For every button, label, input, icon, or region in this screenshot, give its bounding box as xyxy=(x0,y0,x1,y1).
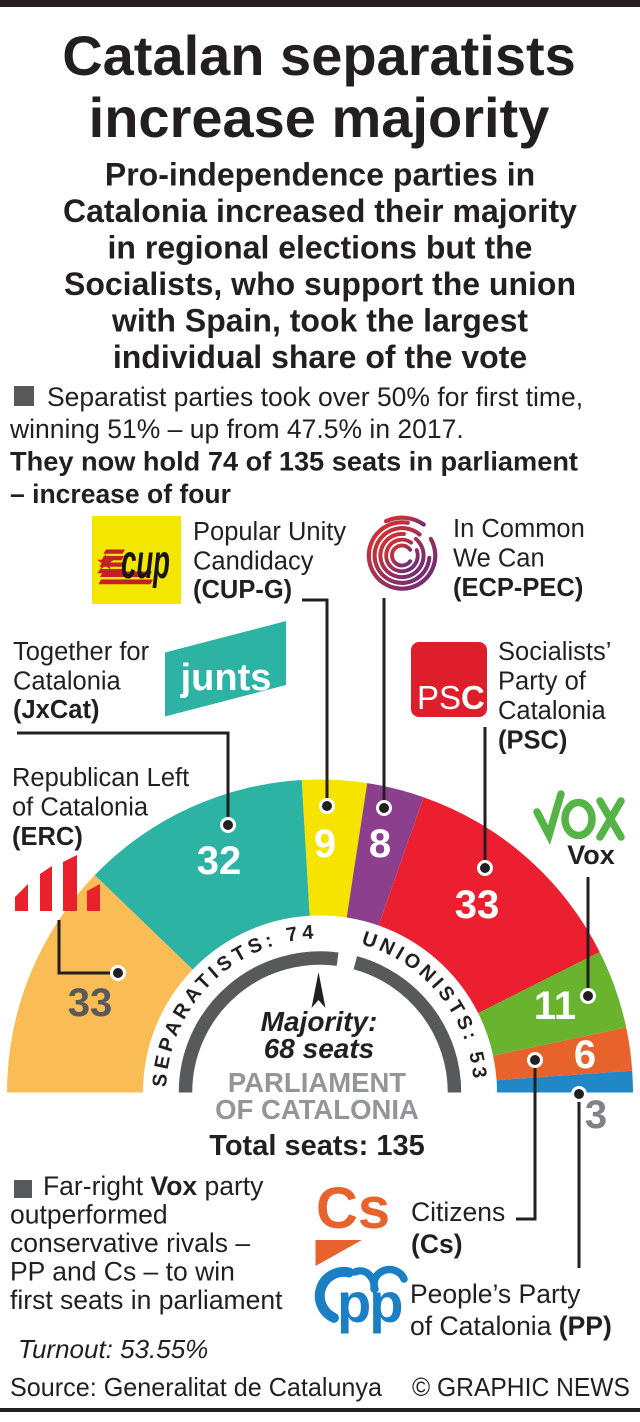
svg-text:of Catalonia (PP): of Catalonia (PP) xyxy=(410,1311,612,1341)
svg-text:of Catalonia: of Catalonia xyxy=(12,794,149,822)
svg-text:68 seats: 68 seats xyxy=(264,1033,375,1064)
svg-text:Separatist parties took over 5: Separatist parties took over 50% for fir… xyxy=(47,382,583,412)
svg-text:We Can: We Can xyxy=(453,545,545,573)
svg-text:OF CATALONIA: OF CATALONIA xyxy=(215,1094,419,1125)
svg-text:Catalonia increased their majo: Catalonia increased their majority xyxy=(63,193,577,229)
svg-text:People’s Party: People’s Party xyxy=(410,1279,581,1309)
svg-text:conservative rivals –: conservative rivals – xyxy=(10,1228,250,1258)
svg-text:Turnout: 53.55%: Turnout: 53.55% xyxy=(18,1334,208,1364)
svg-text:individual share of the vote: individual share of the vote xyxy=(113,339,527,375)
svg-text:Catalan separatists: Catalan separatists xyxy=(62,24,576,87)
svg-text:Majority:: Majority: xyxy=(261,1006,378,1037)
svg-text:Candidacy: Candidacy xyxy=(193,548,314,576)
svg-text:In Common: In Common xyxy=(453,515,585,543)
svg-text:33: 33 xyxy=(68,981,113,1025)
svg-text:increase majority: increase majority xyxy=(89,86,550,149)
svg-text:junts: junts xyxy=(180,657,272,699)
svg-text:PARLIAMENT: PARLIAMENT xyxy=(228,1067,406,1098)
svg-text:Socialists’: Socialists’ xyxy=(498,638,611,666)
svg-text:PP and Cs – to win: PP and Cs – to win xyxy=(10,1257,235,1287)
svg-text:Republican Left: Republican Left xyxy=(12,764,189,792)
svg-text:Pro-independence parties in: Pro-independence parties in xyxy=(105,157,535,193)
svg-text:Party of: Party of xyxy=(498,668,587,696)
svg-text:cup: cup xyxy=(121,536,170,589)
svg-text:(PSC): (PSC) xyxy=(498,727,567,755)
svg-text:9: 9 xyxy=(314,822,336,866)
svg-text:6: 6 xyxy=(574,1033,596,1077)
svg-text:Cs: Cs xyxy=(316,1176,390,1241)
svg-text:Source: Generalitat de Catalun: Source: Generalitat de Catalunya xyxy=(10,1372,383,1402)
svg-text:with Spain, took the largest: with Spain, took the largest xyxy=(111,303,528,339)
svg-text:© GRAPHIC NEWS: © GRAPHIC NEWS xyxy=(412,1372,630,1402)
svg-text:32: 32 xyxy=(197,839,242,883)
svg-text:Far-right Vox party: Far-right Vox party xyxy=(43,1171,264,1201)
svg-text:Socialists, who support the un: Socialists, who support the union xyxy=(64,266,576,302)
svg-text:Popular Unity: Popular Unity xyxy=(193,518,346,546)
svg-text:3: 3 xyxy=(585,1093,607,1137)
svg-text:pp: pp xyxy=(337,1271,401,1334)
svg-text:33: 33 xyxy=(455,883,500,927)
svg-text:in regional elections but the: in regional elections but the xyxy=(108,230,533,266)
svg-text:(ECP-PEC): (ECP-PEC) xyxy=(453,574,583,602)
svg-text:Total seats: 135: Total seats: 135 xyxy=(209,1130,424,1162)
svg-text:Together for: Together for xyxy=(13,638,150,666)
svg-text:– increase of four: – increase of four xyxy=(10,479,231,509)
svg-text:outperformed: outperformed xyxy=(10,1200,168,1230)
svg-text:Catalonia: Catalonia xyxy=(13,668,122,696)
svg-text:PSC: PSC xyxy=(417,679,485,716)
svg-text:winning 51% – up from 47.5% in: winning 51% – up from 47.5% in 2017. xyxy=(9,414,464,444)
svg-text:Catalonia: Catalonia xyxy=(498,697,607,725)
svg-text:(JxCat): (JxCat) xyxy=(13,696,99,724)
svg-text:8: 8 xyxy=(369,822,391,866)
svg-text:first seats in parliament: first seats in parliament xyxy=(10,1285,283,1315)
svg-text:They now hold 74 of 135 seats: They now hold 74 of 135 seats in parliam… xyxy=(10,447,578,477)
svg-text:Vox: Vox xyxy=(567,840,615,870)
svg-text:(ERC): (ERC) xyxy=(12,823,83,851)
svg-text:(CUP-G): (CUP-G) xyxy=(193,576,292,604)
svg-text:(Cs): (Cs) xyxy=(411,1229,463,1259)
svg-text:11: 11 xyxy=(534,984,576,1028)
svg-text:Citizens: Citizens xyxy=(411,1197,505,1227)
